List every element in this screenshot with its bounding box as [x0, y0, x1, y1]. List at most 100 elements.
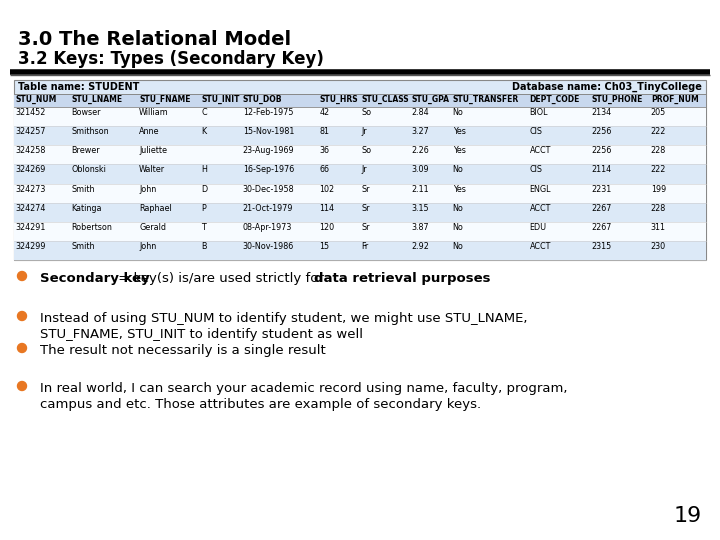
Text: STU_TRANSFER: STU_TRANSFER — [453, 95, 519, 104]
Text: 321452: 321452 — [15, 108, 45, 117]
FancyBboxPatch shape — [14, 80, 706, 260]
Text: So: So — [361, 108, 371, 117]
Text: Jr: Jr — [361, 165, 366, 174]
Text: 205: 205 — [651, 108, 666, 117]
Text: No: No — [453, 204, 464, 213]
Text: STU_PHONE: STU_PHONE — [592, 95, 643, 104]
Text: B: B — [202, 242, 207, 251]
Text: Instead of using STU_NUM to identify student, we might use STU_LNAME,: Instead of using STU_NUM to identify stu… — [40, 312, 528, 325]
Text: 66: 66 — [320, 165, 330, 174]
Text: John: John — [139, 242, 156, 251]
Text: 15: 15 — [320, 242, 330, 251]
Text: Yes: Yes — [453, 127, 466, 136]
Text: Walter: Walter — [139, 165, 166, 174]
Text: Smith: Smith — [71, 242, 95, 251]
Text: H: H — [202, 165, 207, 174]
Text: 311: 311 — [651, 222, 666, 232]
Text: In real world, I can search your academic record using name, faculty, program,: In real world, I can search your academi… — [40, 382, 567, 395]
Text: 21-Oct-1979: 21-Oct-1979 — [243, 204, 293, 213]
Text: 324273: 324273 — [15, 185, 45, 193]
Text: John: John — [139, 185, 156, 193]
Text: STU_INIT: STU_INIT — [202, 95, 240, 104]
Text: STU_DOB: STU_DOB — [243, 95, 282, 104]
Text: 2267: 2267 — [592, 204, 612, 213]
Text: Sr: Sr — [361, 204, 369, 213]
FancyBboxPatch shape — [14, 184, 706, 202]
Text: 2.11: 2.11 — [411, 185, 429, 193]
Text: 12-Feb-1975: 12-Feb-1975 — [243, 108, 293, 117]
Text: 114: 114 — [320, 204, 335, 213]
Text: 222: 222 — [651, 127, 666, 136]
FancyBboxPatch shape — [14, 107, 706, 126]
Text: 324257: 324257 — [15, 127, 45, 136]
Text: K: K — [202, 127, 207, 136]
Text: campus and etc. Those attributes are example of secondary keys.: campus and etc. Those attributes are exa… — [40, 398, 481, 411]
Text: 2.26: 2.26 — [411, 146, 429, 156]
Text: STU_FNAME, STU_INIT to identify student as well: STU_FNAME, STU_INIT to identify student … — [40, 328, 363, 341]
Text: 3.09: 3.09 — [411, 165, 429, 174]
Text: 81: 81 — [320, 127, 330, 136]
Text: 324258: 324258 — [15, 146, 45, 156]
Text: T: T — [202, 222, 206, 232]
Text: 199: 199 — [651, 185, 666, 193]
Text: Table name: STUDENT: Table name: STUDENT — [18, 82, 140, 92]
Text: No: No — [453, 108, 464, 117]
FancyBboxPatch shape — [14, 202, 706, 222]
Text: Brewer: Brewer — [71, 146, 100, 156]
Text: 3.15: 3.15 — [411, 204, 429, 213]
Text: PROF_NUM: PROF_NUM — [651, 95, 698, 104]
Text: DEPT_CODE: DEPT_CODE — [530, 95, 580, 104]
Text: STU_HRS: STU_HRS — [320, 95, 359, 104]
Text: 2256: 2256 — [592, 127, 612, 136]
Text: No: No — [453, 242, 464, 251]
Text: Sr: Sr — [361, 222, 369, 232]
Text: 324299: 324299 — [15, 242, 45, 251]
Text: 2315: 2315 — [592, 242, 612, 251]
Text: Smith: Smith — [71, 185, 95, 193]
Text: 36: 36 — [320, 146, 330, 156]
Text: 2267: 2267 — [592, 222, 612, 232]
Text: data retrieval purposes: data retrieval purposes — [314, 272, 490, 285]
Text: ACCT: ACCT — [530, 242, 551, 251]
Text: Yes: Yes — [453, 185, 466, 193]
Text: So: So — [361, 146, 371, 156]
FancyBboxPatch shape — [14, 145, 706, 164]
Text: Anne: Anne — [139, 127, 160, 136]
Text: Juliette: Juliette — [139, 146, 167, 156]
Text: Robertson: Robertson — [71, 222, 112, 232]
Text: 19: 19 — [674, 506, 702, 526]
Circle shape — [17, 343, 27, 353]
Text: 2.84: 2.84 — [411, 108, 429, 117]
Text: 324274: 324274 — [15, 204, 45, 213]
Text: 08-Apr-1973: 08-Apr-1973 — [243, 222, 292, 232]
Text: 120: 120 — [320, 222, 335, 232]
Text: Smithson: Smithson — [71, 127, 109, 136]
Text: 228: 228 — [651, 146, 666, 156]
Text: 42: 42 — [320, 108, 330, 117]
Text: Secondary key: Secondary key — [40, 272, 150, 285]
Text: Oblonski: Oblonski — [71, 165, 106, 174]
Text: STU_LNAME: STU_LNAME — [71, 95, 122, 104]
Text: 2.92: 2.92 — [411, 242, 429, 251]
Text: ACCT: ACCT — [530, 204, 551, 213]
Text: ENGL: ENGL — [530, 185, 551, 193]
Text: 15-Nov-1981: 15-Nov-1981 — [243, 127, 294, 136]
Text: 102: 102 — [320, 185, 335, 193]
Text: William: William — [139, 108, 169, 117]
Text: Sr: Sr — [361, 185, 369, 193]
Text: Raphael: Raphael — [139, 204, 172, 213]
Text: Database name: Ch03_TinyCollege: Database name: Ch03_TinyCollege — [512, 82, 702, 92]
Text: STU_NUM: STU_NUM — [15, 95, 56, 104]
Text: The result not necessarily is a single result: The result not necessarily is a single r… — [40, 344, 325, 357]
Text: BIOL: BIOL — [530, 108, 548, 117]
FancyBboxPatch shape — [14, 164, 706, 184]
FancyBboxPatch shape — [14, 222, 706, 241]
FancyBboxPatch shape — [14, 94, 706, 107]
Text: CIS: CIS — [530, 127, 543, 136]
Text: 2231: 2231 — [592, 185, 612, 193]
Text: Gerald: Gerald — [139, 222, 166, 232]
Text: = key(s) is/are used strictly for: = key(s) is/are used strictly for — [114, 272, 328, 285]
Text: No: No — [453, 165, 464, 174]
Text: STU_FNAME: STU_FNAME — [139, 95, 191, 104]
Text: 228: 228 — [651, 204, 666, 213]
